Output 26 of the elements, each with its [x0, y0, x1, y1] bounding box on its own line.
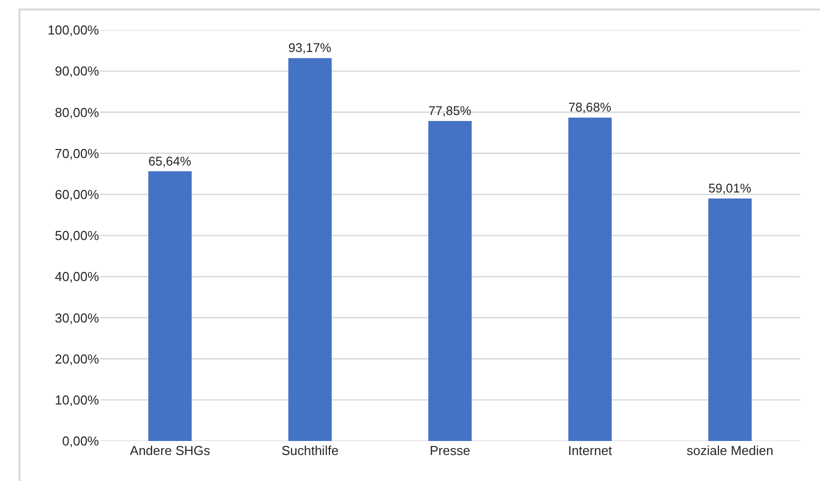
- y-tick-label: 40,00%: [54, 269, 100, 284]
- bar: [148, 171, 192, 441]
- y-tick-label: 20,00%: [54, 351, 100, 366]
- y-tick-label: 30,00%: [54, 310, 100, 326]
- bar: [428, 121, 472, 441]
- y-tick-label: 50,00%: [54, 228, 100, 244]
- bar: [708, 198, 752, 441]
- data-label: 93,17%: [288, 41, 332, 56]
- bar: [288, 58, 332, 441]
- x-tick-label: Andere SHGs: [130, 443, 211, 458]
- data-label: 59,01%: [708, 182, 752, 196]
- x-tick-label: Internet: [568, 443, 612, 458]
- y-tick-label: 60,00%: [54, 186, 100, 202]
- data-label: 78,68%: [568, 100, 612, 115]
- y-tick-label: 90,00%: [54, 64, 100, 79]
- y-tick-label: 100,00%: [48, 22, 100, 38]
- x-tick-label: Suchthilfe: [281, 443, 339, 458]
- x-tick-label: soziale Medien: [686, 443, 774, 458]
- data-label: 77,85%: [428, 104, 472, 118]
- y-tick-label: 70,00%: [54, 146, 100, 161]
- y-tick-label: 80,00%: [54, 104, 100, 120]
- bar: [568, 118, 612, 441]
- y-tick-label: 10,00%: [54, 392, 100, 408]
- x-tick-label: Presse: [430, 443, 470, 458]
- y-tick-label: 0,00%: [62, 434, 100, 449]
- data-label: 65,64%: [148, 154, 192, 168]
